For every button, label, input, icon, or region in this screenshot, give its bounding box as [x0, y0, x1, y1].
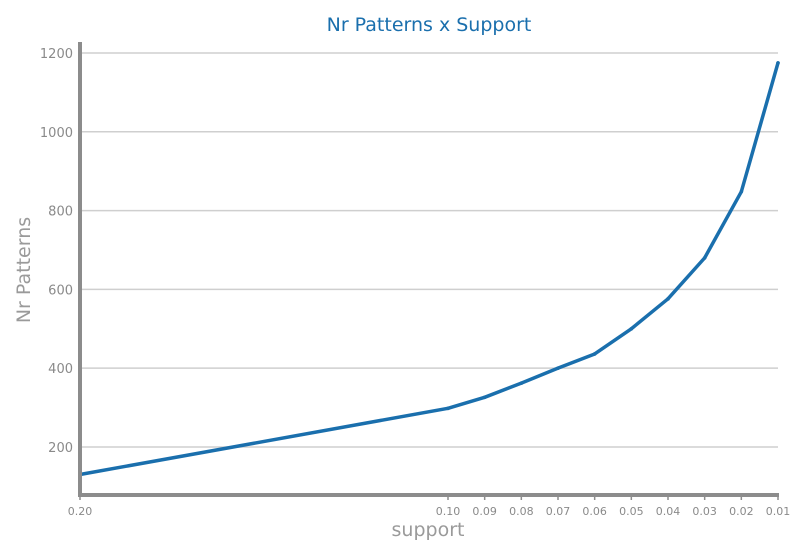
gridlines — [80, 52, 778, 448]
series-line — [78, 61, 780, 477]
x-axis-ticks: 0.20 0.10 0.09 0.08 0.07 0.06 0.05 0.04 0.03 0.02… — [68, 495, 791, 518]
x-tick-label: 0.03 — [692, 505, 717, 518]
y-tick-label: 600 — [48, 283, 73, 298]
y-tick-label: 400 — [48, 362, 73, 377]
y-axis-label: Nr Patterns — [13, 217, 35, 323]
data-point — [556, 366, 560, 370]
series-layer — [78, 61, 780, 477]
x-axis-label: support — [392, 519, 465, 541]
y-tick-label: 200 — [48, 441, 73, 456]
x-tick-label: 0.09 — [472, 505, 497, 518]
x-tick-label: 0.08 — [509, 505, 534, 518]
data-point — [776, 61, 780, 65]
data-point — [482, 395, 487, 400]
data-point — [446, 406, 450, 411]
chart-title: Nr Patterns x Support — [327, 14, 532, 36]
x-tick-label: 0.06 — [582, 505, 607, 518]
x-tick-label: 0.01 — [766, 505, 791, 518]
y-tick-label: 1200 — [40, 47, 73, 62]
y-tick-label: 1000 — [40, 126, 73, 141]
data-point — [739, 189, 744, 194]
x-tick-label: 0.07 — [546, 505, 571, 518]
data-point — [592, 352, 597, 356]
x-tick-label: 0.02 — [729, 505, 754, 518]
data-point — [666, 297, 670, 301]
y-axis-ticks: 200 400 600 800 1000 1200 — [40, 47, 73, 456]
data-point — [702, 256, 707, 260]
x-tick-label: 0.10 — [436, 505, 461, 518]
x-tick-label: 0.20 — [68, 505, 93, 518]
x-tick-label: 0.04 — [656, 505, 681, 518]
data-point — [519, 381, 524, 385]
x-tick-label: 0.05 — [619, 505, 644, 518]
data-point — [629, 326, 634, 331]
y-tick-label: 800 — [48, 205, 73, 220]
